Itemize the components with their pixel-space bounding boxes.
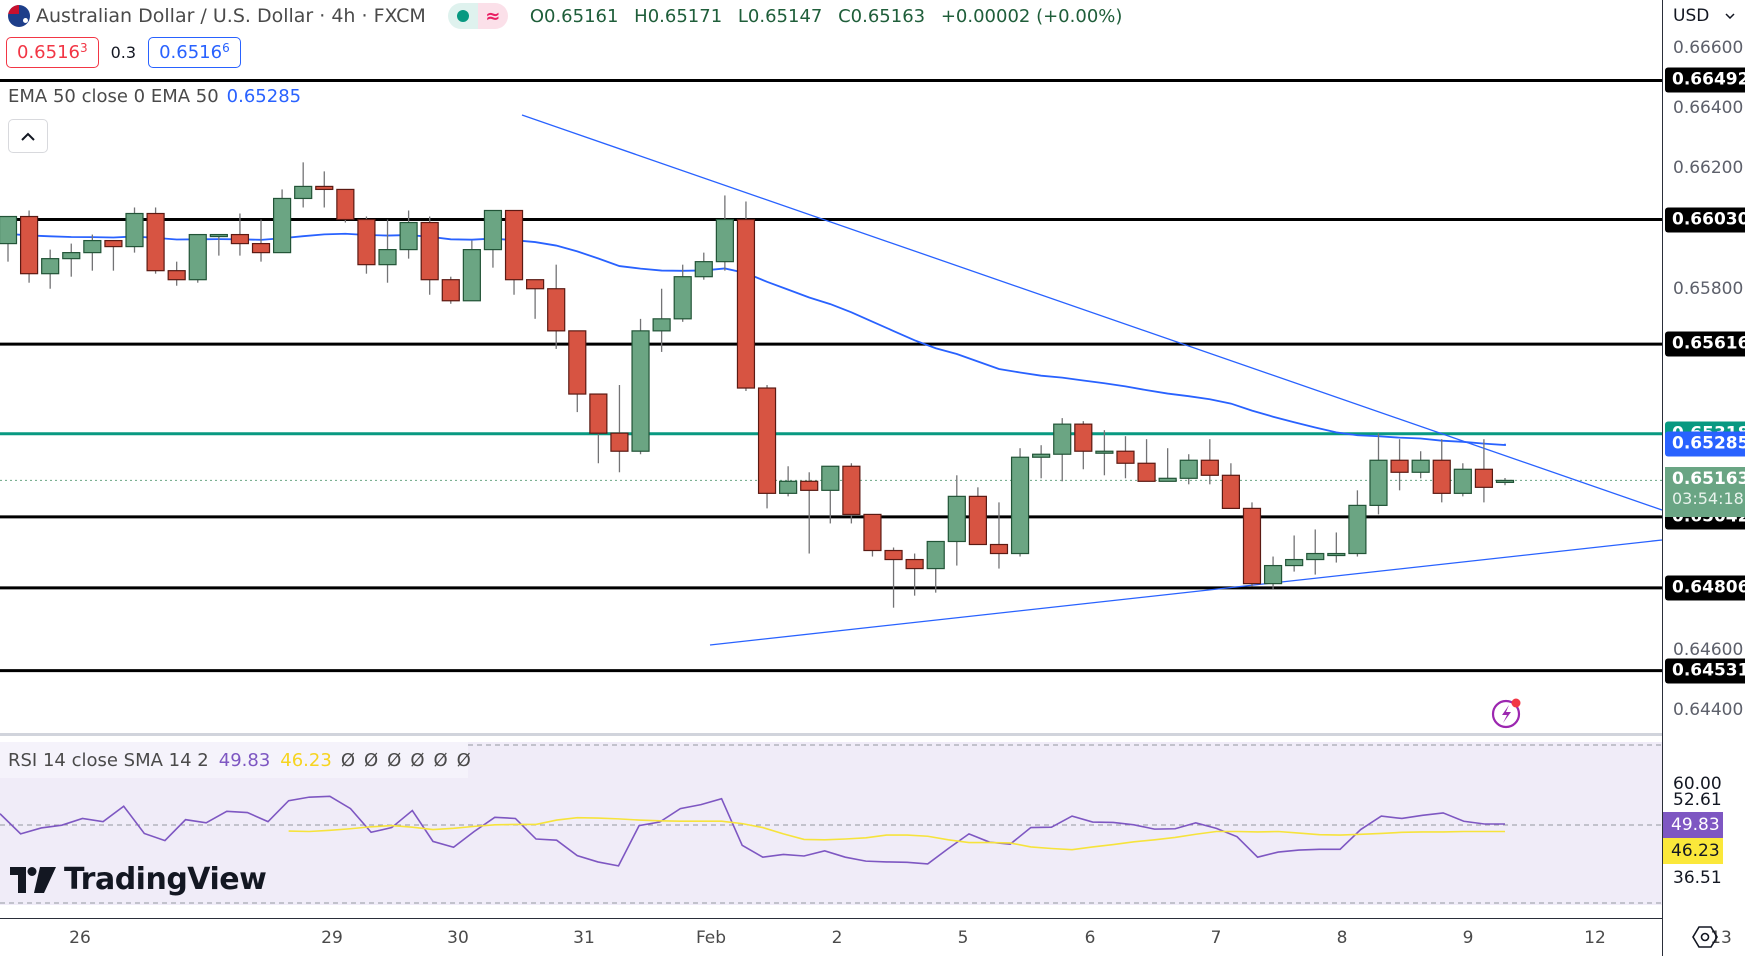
currency-label: USD	[1673, 6, 1710, 26]
time-tick: 30	[447, 928, 469, 948]
price-level-label: 0.66030	[1665, 207, 1745, 233]
buy-price: 0.6516	[159, 42, 223, 63]
rsi-na-value: Ø	[410, 749, 425, 771]
horizontal-levels	[0, 78, 1662, 673]
rsi-na-value: Ø	[340, 749, 355, 771]
chart-settings-button[interactable]	[1690, 924, 1720, 950]
buy-pip: 6	[222, 41, 230, 55]
descending-resistance	[521, 114, 1663, 511]
buy-sell-panel: 0.65163 0.3 0.65166	[6, 37, 241, 68]
rsi-legend[interactable]: RSI 14 close SMA 14 2 49.83 46.23 Ø Ø Ø …	[0, 742, 471, 778]
chevron-up-icon	[21, 132, 35, 141]
price-level-label: 0.64531	[1665, 658, 1745, 684]
rsi-tick-low: 36.51	[1673, 868, 1722, 888]
price-tick: 0.66200	[1673, 158, 1744, 179]
market-open-icon	[447, 3, 478, 29]
sell-price: 0.6516	[17, 42, 80, 63]
time-tick: 2	[831, 928, 843, 948]
rsi-legend-value: 49.83	[218, 749, 271, 771]
time-tick: 7	[1210, 928, 1222, 948]
time-tick: 26	[69, 928, 91, 948]
aud-usd-flag-icon	[8, 5, 30, 27]
price-level-label: 0.65616	[1665, 331, 1745, 357]
trendlines[interactable]	[521, 114, 1663, 646]
price-tick: 0.64400	[1673, 700, 1744, 720]
symbol-legend[interactable]: Australian Dollar / U.S. Dollar · 4h · F…	[8, 2, 1132, 30]
sell-button[interactable]: 0.65163	[6, 37, 99, 68]
symbol-title[interactable]: Australian Dollar / U.S. Dollar · 4h · F…	[36, 5, 426, 27]
price-tick: 0.66600	[1673, 38, 1744, 58]
rsi-legend-label: RSI 14 close SMA 14 2	[8, 749, 209, 771]
tradingview-logo-icon	[10, 866, 56, 893]
delayed-data-icon: ≈	[477, 3, 508, 29]
rsi-value-label: 49.83	[1663, 812, 1723, 838]
time-tick: Feb	[695, 928, 727, 948]
rsi-tick-high: 52.61	[1673, 790, 1722, 810]
spread-value: 0.3	[110, 43, 137, 62]
collapse-legend-button[interactable]	[8, 119, 48, 153]
ema-legend-value: 0.65285	[226, 86, 302, 107]
ema-legend[interactable]: EMA 50 close 0 EMA 50 0.65285	[8, 86, 301, 107]
ema-50-line	[7, 232, 1506, 447]
time-tick: 29	[321, 928, 343, 948]
price-tick: 0.66400	[1673, 98, 1744, 119]
bar-countdown: 03:54:18	[1672, 489, 1744, 509]
time-tick: 9	[1462, 928, 1474, 948]
rsi-na-value: Ø	[363, 749, 379, 771]
price-tick: 0.65800	[1673, 278, 1744, 299]
flash-alert-icon[interactable]	[1490, 696, 1524, 730]
time-tick: 13	[1710, 928, 1732, 948]
time-tick: 6	[1084, 928, 1096, 948]
rsi-sma-value-label: 46.23	[1663, 838, 1723, 864]
market-status-pill[interactable]: ≈	[447, 3, 508, 29]
buy-button[interactable]: 0.65166	[148, 37, 241, 68]
time-axis[interactable]	[0, 918, 1662, 957]
chevron-down-icon	[1725, 13, 1735, 19]
settings-gear-icon	[1692, 926, 1718, 948]
rsi-na-value: Ø	[433, 749, 448, 771]
ohlc-open: O0.65161	[529, 5, 619, 27]
ohlc-values: O0.65161 H0.65171 L0.65147 C0.65163 +0.0…	[530, 6, 1133, 27]
time-tick: 8	[1336, 928, 1348, 948]
last-price-label: 0.65163 03:54:18	[1665, 467, 1745, 518]
tradingview-logo-text: TradingView	[64, 862, 267, 897]
ohlc-low: L0.65147	[737, 5, 823, 27]
rsi-sma-legend-value: 46.23	[280, 749, 332, 771]
time-tick: 31	[573, 928, 595, 948]
rsi-lines	[0, 795, 1505, 867]
rsi-na-value: Ø	[387, 749, 402, 771]
time-tick: 5	[957, 928, 969, 948]
price-level-label: 0.66492	[1665, 67, 1745, 93]
ohlc-close: C0.65163	[838, 5, 926, 27]
sell-pip: 3	[79, 41, 88, 55]
ascending-support	[709, 539, 1663, 646]
price-level-label: 0.64806	[1665, 575, 1745, 601]
candlesticks	[0, 162, 1515, 608]
price-level-label: 0.65285	[1665, 431, 1745, 457]
rsi-na-value: Ø	[456, 749, 471, 771]
tradingview-logo[interactable]: TradingView	[10, 862, 267, 897]
time-tick: 12	[1584, 928, 1606, 948]
ohlc-high: H0.65171	[634, 5, 723, 27]
currency-selector[interactable]: USD	[1667, 2, 1741, 30]
last-price-value: 0.65163	[1672, 469, 1745, 490]
rsi-tick-60: 60.00	[1673, 774, 1722, 794]
ohlc-change: +0.00002 (+0.00%)	[940, 5, 1123, 27]
pane-separator[interactable]	[0, 733, 1745, 736]
ema-legend-label: EMA 50 close 0 EMA 50	[8, 86, 219, 107]
price-tick: 0.64600	[1673, 639, 1744, 660]
